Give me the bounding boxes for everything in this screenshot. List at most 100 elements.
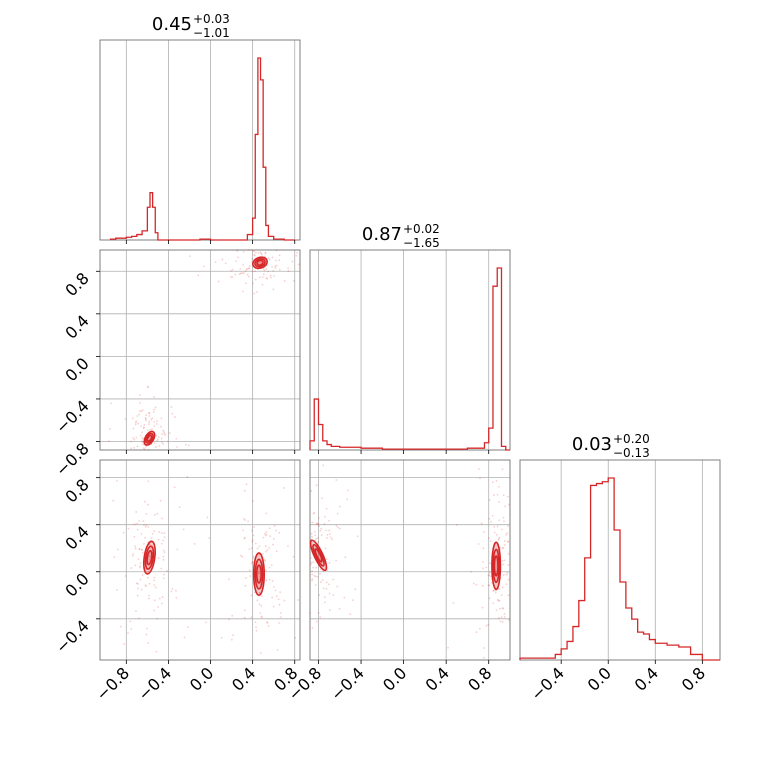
- g-sc-31-frame: [99, 459, 301, 661]
- g-sc-21-point-1-103: [153, 408, 156, 411]
- g-sc-21-point-1-70: [156, 420, 158, 423]
- g-sc-31-point-0-129: [144, 536, 146, 539]
- g-sc-21-point-1-104: [144, 417, 147, 420]
- g-sc-31-point-0-86: [122, 531, 125, 534]
- g-sc-21-point-1-4: [142, 437, 145, 440]
- g-sc-31-point-1-104: [248, 569, 251, 572]
- g-sc-21-point-1-97: [185, 443, 187, 446]
- g-sc-32-point-1-7: [487, 623, 490, 626]
- g-sc-31-point-0-110: [153, 576, 156, 579]
- g-sc-21-point-1-77: [145, 419, 147, 422]
- g-sc-21-point-1-128: [171, 412, 174, 415]
- g-sc-32-point-0-59: [324, 547, 327, 550]
- g-sc-31-point-1-110: [268, 527, 271, 530]
- g-sc-31-point-0-87: [139, 562, 142, 564]
- g-sc-31-point-0-99: [147, 597, 150, 600]
- g-sc-31-point-0-69: [206, 516, 209, 519]
- g-sc-31-point-1-67: [249, 575, 252, 577]
- g-sc-21-ytick-label-4: 0.8: [61, 269, 92, 300]
- g-sc-31-point-0-28: [148, 582, 151, 585]
- g-sc-21-point-0-118: [275, 259, 277, 262]
- g-sc-32-point-0-112: [314, 534, 317, 537]
- g-sc-31-point-1-76: [272, 605, 275, 608]
- g-sc-31-point-1-21: [278, 622, 280, 624]
- g-sc-21-point-1-108: [168, 432, 171, 434]
- g-sc-21-point-0-17: [197, 274, 200, 277]
- g-sc-31-point-0-81: [154, 586, 157, 589]
- g-sc-31-point-0-29: [145, 585, 148, 587]
- g-sc-21-point-1-16: [147, 386, 149, 389]
- g-sc-31-point-1-7: [264, 532, 266, 535]
- hist-p3-xtick-label-2: 0.4: [631, 663, 662, 694]
- g-sc-31-point-0-44: [163, 536, 166, 539]
- g-sc-31-point-1-15: [266, 549, 269, 551]
- hist-p1-title-plus: +0.03: [193, 12, 230, 26]
- g-sc-31-point-0-106: [162, 577, 165, 580]
- g-sc-21-point-0-58: [259, 261, 262, 264]
- hist-p3-frame: [519, 459, 721, 661]
- g-sc-31-point-1-27: [243, 517, 245, 520]
- g-sc-31-point-1-24: [254, 621, 257, 624]
- scatter-p3-vs-p1-panel: −0.8 −0.4 0.0 0.4 0.8−0.40.00.40.8: [52, 459, 302, 704]
- g-sc-32-point-0-137: [319, 616, 322, 619]
- g-sc-21-point-0-121: [254, 278, 257, 281]
- hist-p2-title-median: 0.87: [362, 224, 402, 245]
- g-sc-32-point-1-136: [506, 572, 509, 574]
- g-sc-32-point-0-61: [329, 533, 332, 535]
- g-sc-21-point-0-46: [251, 270, 254, 273]
- g-sc-21-point-1-17: [133, 438, 136, 441]
- g-sc-31-point-1-28: [276, 649, 279, 651]
- g-sc-21-point-1-47: [144, 417, 147, 419]
- g-sc-21-point-1-24: [148, 412, 151, 415]
- histogram-p2-panel: 0.87 +0.02−1.65: [309, 222, 511, 454]
- g-sc-21-point-0-22: [251, 249, 254, 252]
- g-sc-31-point-0-48: [187, 626, 189, 628]
- g-sc-21-point-1-112: [166, 440, 169, 443]
- g-sc-32-point-1-112: [477, 543, 480, 545]
- g-sc-21-point-1-119: [138, 413, 140, 416]
- g-sc-32-point-1-53: [502, 574, 505, 576]
- g-sc-32-point-1-92: [485, 624, 488, 627]
- g-sc-31-point-1-19: [278, 603, 281, 606]
- g-sc-32-point-0-16: [326, 569, 329, 572]
- hist-p3-xtick-label-1: 0.0: [584, 663, 615, 694]
- g-sc-32-point-0-104: [325, 581, 328, 584]
- g-sc-31-point-0-97: [135, 511, 138, 513]
- g-sc-32-point-1-58: [500, 528, 503, 531]
- g-sc-31-point-0-10: [129, 620, 132, 623]
- g-sc-21-ytick-label-1: −0.4: [52, 396, 93, 437]
- g-sc-31-point-1-106: [271, 596, 273, 599]
- g-sc-21-point-1-116: [170, 406, 173, 409]
- g-sc-31-point-1-130: [258, 592, 261, 594]
- g-sc-21-point-1-62: [148, 421, 151, 423]
- g-sc-31-point-0-20: [147, 526, 150, 528]
- g-sc-21-point-0-115: [295, 254, 298, 257]
- g-sc-31-point-0-89: [132, 553, 135, 555]
- g-sc-21-point-0-52: [291, 260, 294, 263]
- g-sc-32-point-0-85: [317, 612, 320, 614]
- g-sc-21-point-1-12: [147, 411, 150, 414]
- g-sc-32-point-1-117: [472, 582, 475, 585]
- g-sc-31-point-0-18: [153, 599, 156, 602]
- g-sc-21-point-1-127: [155, 423, 158, 425]
- g-sc-31-point-1-41: [230, 638, 233, 641]
- g-sc-32-point-1-116: [483, 531, 485, 534]
- g-sc-32-point-1-65: [482, 647, 485, 649]
- g-sc-21-point-1-79: [141, 431, 143, 434]
- g-sc-31-xtick-label-1: −0.4: [134, 663, 175, 704]
- histogram-p3-panel: −0.4 0.0 0.4 0.8 0.03 +0.20−0.13: [519, 432, 721, 704]
- g-sc-31-point-1-29: [205, 621, 207, 624]
- g-sc-32-point-0-53: [315, 484, 318, 487]
- g-sc-32-xtick-label-1: −0.4: [327, 663, 368, 704]
- g-sc-31-point-1-6: [263, 559, 266, 561]
- g-sc-32-point-0-76: [323, 515, 326, 518]
- g-sc-32-point-0-110: [315, 537, 318, 540]
- g-sc-21-point-1-86: [160, 417, 163, 420]
- g-sc-32-point-1-67: [499, 607, 501, 610]
- g-sc-31-point-1-32: [250, 562, 253, 565]
- g-sc-31-point-1-22: [287, 544, 289, 547]
- g-sc-31-point-1-92: [264, 545, 267, 548]
- g-sc-32-point-0-7: [319, 581, 322, 583]
- g-sc-32-cluster-1-contour-2: [493, 555, 499, 577]
- g-sc-31-ytick-label-3: 0.8: [61, 475, 92, 506]
